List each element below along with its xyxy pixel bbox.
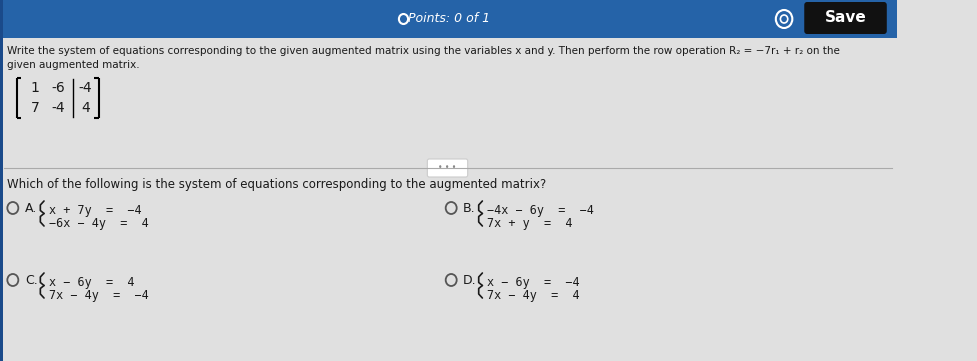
Text: 7x + y  =  4: 7x + y = 4 bbox=[487, 217, 572, 230]
Text: Write the system of equations corresponding to the given augmented matrix using : Write the system of equations correspond… bbox=[8, 46, 839, 56]
Text: -6: -6 bbox=[51, 81, 64, 95]
Text: B.: B. bbox=[463, 201, 475, 214]
FancyBboxPatch shape bbox=[427, 159, 467, 177]
Text: Points: 0 of 1: Points: 0 of 1 bbox=[407, 13, 489, 26]
Text: -4: -4 bbox=[51, 101, 64, 115]
Text: given augmented matrix.: given augmented matrix. bbox=[8, 60, 140, 70]
Text: −6x − 4y  =  4: −6x − 4y = 4 bbox=[49, 217, 149, 230]
Text: x + 7y  =  −4: x + 7y = −4 bbox=[49, 204, 141, 217]
FancyBboxPatch shape bbox=[803, 2, 886, 34]
Text: 1: 1 bbox=[30, 81, 39, 95]
Text: A.: A. bbox=[24, 201, 37, 214]
Text: 7x − 4y  =  −4: 7x − 4y = −4 bbox=[49, 289, 149, 302]
Text: −4x − 6y  =  −4: −4x − 6y = −4 bbox=[487, 204, 593, 217]
Text: -4: -4 bbox=[78, 81, 92, 95]
FancyBboxPatch shape bbox=[0, 0, 896, 38]
Text: C.: C. bbox=[24, 274, 37, 287]
FancyBboxPatch shape bbox=[0, 0, 3, 361]
Text: 4: 4 bbox=[81, 101, 90, 115]
Text: 7x − 4y  =  4: 7x − 4y = 4 bbox=[487, 289, 579, 302]
Text: D.: D. bbox=[463, 274, 476, 287]
Text: x − 6y  =  4: x − 6y = 4 bbox=[49, 276, 134, 289]
Text: x − 6y  =  −4: x − 6y = −4 bbox=[487, 276, 579, 289]
Text: • • •: • • • bbox=[438, 164, 456, 173]
Text: 7: 7 bbox=[30, 101, 39, 115]
Text: Which of the following is the system of equations corresponding to the augmented: Which of the following is the system of … bbox=[8, 178, 546, 191]
Text: Save: Save bbox=[824, 10, 866, 26]
